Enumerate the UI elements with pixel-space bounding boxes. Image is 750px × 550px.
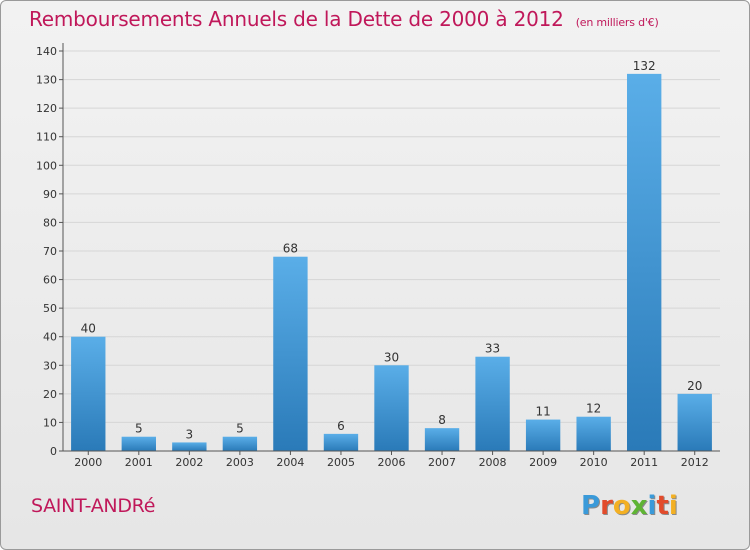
- x-tick-label: 2004: [276, 456, 304, 469]
- data-label: 68: [283, 242, 298, 256]
- y-tick-label: 70: [43, 245, 57, 258]
- logo-letter: P: [581, 491, 601, 521]
- data-label: 5: [135, 422, 143, 436]
- y-tick-label: 130: [36, 74, 57, 87]
- unit-label: (en milliers d'€): [575, 16, 659, 29]
- x-tick-label: 2001: [125, 456, 153, 469]
- proxiti-logo: Proxiti: [581, 491, 678, 521]
- x-tick-label: 2009: [529, 456, 557, 469]
- x-tick-label: 2003: [226, 456, 254, 469]
- data-label: 11: [535, 405, 550, 419]
- y-tick-label: 50: [43, 302, 57, 315]
- data-label: 33: [485, 342, 500, 356]
- data-label: 6: [337, 419, 345, 433]
- x-tick-label: 2000: [74, 456, 102, 469]
- bars: 40 5 3 5 68 6 30 8 33 11 12 132 20: [71, 59, 712, 451]
- bar-2004: [273, 256, 308, 451]
- bar-2007: [424, 428, 460, 451]
- data-label: 40: [81, 322, 96, 336]
- y-tick-label: 40: [43, 331, 57, 344]
- y-tick-label: 20: [43, 388, 57, 401]
- x-axis: 2000 2001 2002 2003 2004 2005 2006 2007 2008 2009…: [63, 450, 720, 469]
- bar-2001: [121, 436, 156, 451]
- logo-letter: o: [612, 491, 631, 521]
- x-tick-label: 2005: [327, 456, 355, 469]
- x-tick-label: 2007: [428, 456, 456, 469]
- logo-letter: t: [656, 491, 669, 521]
- bar-2012: [677, 393, 712, 451]
- x-tick-label: 2012: [681, 456, 709, 469]
- logo-letter: r: [600, 491, 613, 521]
- bar-2010: [576, 416, 611, 451]
- logo-letter: i: [668, 491, 678, 521]
- logo-letter: x: [630, 491, 648, 521]
- title-text: Remboursements Annuels de la Dette de 20…: [29, 7, 564, 31]
- x-tick-label: 2002: [175, 456, 203, 469]
- bar-2011: [627, 73, 662, 451]
- chart-title: Remboursements Annuels de la Dette de 20…: [29, 7, 659, 31]
- data-label: 20: [687, 379, 702, 393]
- bar-2000: [71, 336, 106, 451]
- y-tick-label: 140: [36, 45, 57, 58]
- x-tick-label: 2011: [630, 456, 658, 469]
- data-label: 30: [384, 350, 399, 364]
- x-tick-label: 2006: [378, 456, 406, 469]
- bar-2006: [374, 365, 409, 451]
- y-tick-label: 0: [50, 445, 57, 458]
- bar-2002: [172, 442, 207, 451]
- y-tick-label: 90: [43, 188, 57, 201]
- y-tick-label: 100: [36, 159, 57, 172]
- logo-letter: i: [647, 491, 657, 521]
- y-tick-label: 30: [43, 359, 57, 372]
- bar-2005: [323, 433, 359, 451]
- x-tick-label: 2008: [479, 456, 507, 469]
- y-tick-label: 60: [43, 274, 57, 287]
- bar-2008: [475, 356, 510, 451]
- data-label: 8: [438, 413, 446, 427]
- bar-2009: [525, 419, 561, 451]
- town-name: SAINT-ANDRé: [31, 495, 156, 517]
- y-tick-label: 10: [43, 416, 57, 429]
- bar-2003: [222, 436, 258, 451]
- data-label: 132: [633, 59, 656, 73]
- x-tick-label: 2010: [580, 456, 608, 469]
- y-tick-label: 120: [36, 102, 57, 115]
- y-tick-label: 80: [43, 216, 57, 229]
- y-axis: 0 10 20 30 40 50 60 70 80 90 100 110 120 130 140: [36, 43, 64, 458]
- data-label: 5: [236, 422, 244, 436]
- data-label: 3: [186, 427, 194, 441]
- y-tick-label: 110: [36, 131, 57, 144]
- data-label: 12: [586, 402, 601, 416]
